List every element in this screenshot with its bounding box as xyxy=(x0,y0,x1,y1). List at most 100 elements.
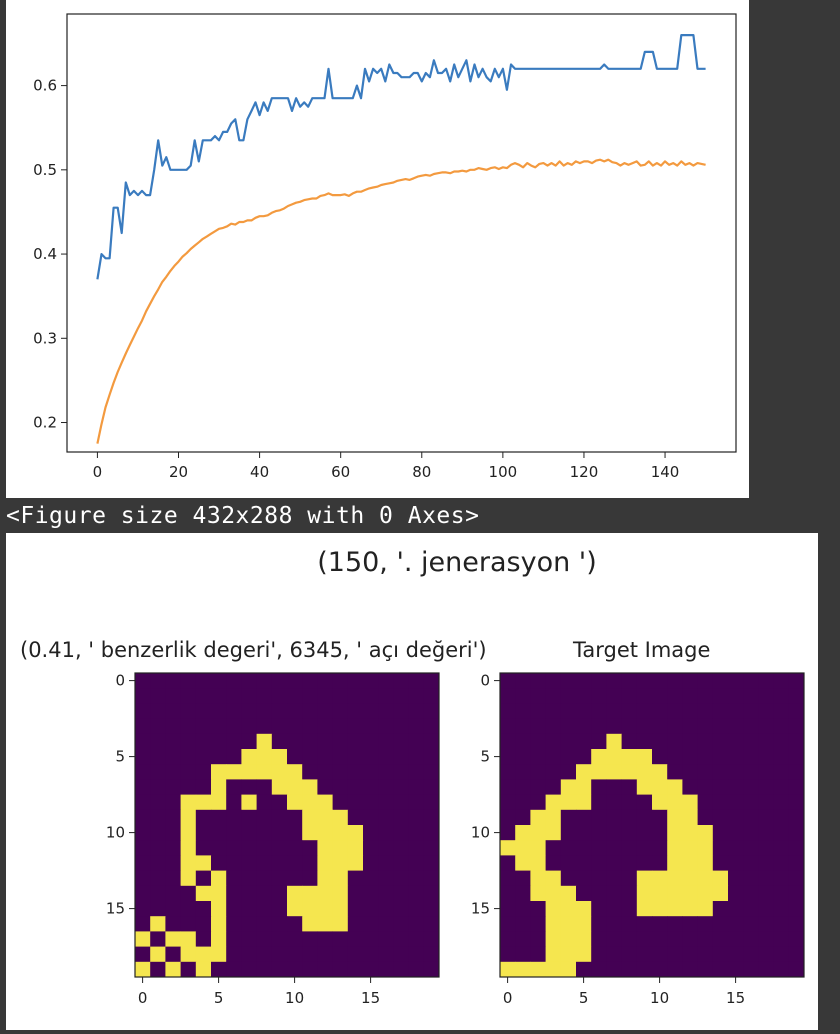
pixel-cell xyxy=(180,961,197,978)
pixel-cell xyxy=(636,825,653,841)
pixel-cell xyxy=(408,794,425,811)
pixel-cell xyxy=(165,825,181,841)
pixel-cell xyxy=(180,809,197,826)
y-tick-label: 5 xyxy=(115,748,125,766)
pixel-cell xyxy=(636,870,653,887)
pixel-cell xyxy=(591,749,607,765)
pixel-cell xyxy=(347,931,364,947)
pixel-cell xyxy=(150,673,166,689)
pixel-cell xyxy=(135,840,151,856)
pixel-cell xyxy=(378,870,394,887)
pixel-cell xyxy=(530,946,546,963)
pixel-cell xyxy=(591,946,607,963)
pixel-cell xyxy=(530,825,546,841)
pixel-cell xyxy=(180,840,197,856)
pixel-cell xyxy=(697,840,714,856)
pixel-cell xyxy=(256,764,273,780)
pixel-cell xyxy=(347,855,364,871)
x-tick-label: 40 xyxy=(250,463,269,481)
pixel-cell xyxy=(271,688,288,704)
pixel-cell xyxy=(423,885,440,902)
target-image-title: Target Image xyxy=(572,638,710,662)
pixel-cell xyxy=(530,885,546,902)
pixel-cell xyxy=(682,961,698,978)
pixel-cell xyxy=(271,916,288,932)
pixel-cell xyxy=(758,946,774,963)
pixel-cell xyxy=(560,703,577,719)
pixel-cell xyxy=(545,673,562,689)
pixel-cell xyxy=(530,673,546,689)
pixel-cell xyxy=(302,931,318,947)
pixel-cell xyxy=(500,870,516,887)
pixel-cell xyxy=(743,931,759,947)
pixel-cell xyxy=(408,673,425,689)
pixel-cell xyxy=(378,840,394,856)
pixel-cell xyxy=(332,673,349,689)
pixel-cell xyxy=(363,885,379,902)
pixel-cell xyxy=(211,946,227,963)
pixel-cell xyxy=(256,809,273,826)
pixel-cell xyxy=(271,718,288,735)
pixel-cell xyxy=(241,885,257,902)
pixel-cell xyxy=(180,931,197,947)
pixel-cell xyxy=(317,916,333,932)
pixel-cell xyxy=(393,764,409,780)
pixel-cell xyxy=(743,946,759,963)
pixel-cell xyxy=(712,703,729,719)
pixel-cell xyxy=(758,764,774,780)
pixel-cell xyxy=(241,764,257,780)
target-image-frame xyxy=(499,672,805,978)
pixel-cell xyxy=(773,733,790,750)
pixel-cell xyxy=(636,673,653,689)
pixel-cell xyxy=(758,718,774,735)
pixel-cell xyxy=(150,840,166,856)
pixel-cell xyxy=(515,825,531,841)
pixel-cell xyxy=(788,885,805,902)
pixel-cell xyxy=(287,733,303,750)
pixel-cell xyxy=(347,779,364,795)
pixel-cell xyxy=(606,779,622,795)
pixel-cell xyxy=(332,840,349,856)
pixel-cell xyxy=(545,749,562,765)
pixel-cell xyxy=(241,688,257,704)
pixel-cell xyxy=(302,718,318,735)
pixel-cell xyxy=(256,673,273,689)
pixel-cell xyxy=(606,703,622,719)
pixel-cell xyxy=(226,825,242,841)
pixel-cell xyxy=(606,855,622,871)
pixel-cell xyxy=(788,733,805,750)
series-line-1 xyxy=(96,34,706,280)
pixel-cell xyxy=(226,764,242,780)
pixel-cell xyxy=(697,916,714,932)
pixel-cell xyxy=(256,946,273,963)
pixel-cell xyxy=(423,931,440,947)
pixel-cell xyxy=(256,703,273,719)
pixel-cell xyxy=(743,794,759,811)
pixel-cell xyxy=(606,749,622,765)
pixel-cell xyxy=(545,855,562,871)
pixel-cell xyxy=(150,855,166,871)
pixel-cell xyxy=(530,794,546,811)
pixel-cell xyxy=(652,703,668,719)
pixel-cell xyxy=(773,809,790,826)
pixel-cell xyxy=(667,688,683,704)
pixel-cell xyxy=(241,961,257,978)
pixel-cell xyxy=(606,825,622,841)
pixel-cell xyxy=(697,718,714,735)
pixel-cell xyxy=(621,809,638,826)
pixel-cell xyxy=(652,733,668,750)
pixel-cell xyxy=(500,825,516,841)
pixel-cell xyxy=(150,961,166,978)
pixel-cell xyxy=(135,961,151,978)
pixel-cell xyxy=(652,673,668,689)
x-tick-label: 60 xyxy=(331,463,350,481)
pixel-cell xyxy=(211,825,227,841)
pixel-cell xyxy=(743,703,759,719)
pixel-cell xyxy=(150,931,166,947)
pixel-cell xyxy=(347,916,364,932)
pixel-cell xyxy=(530,840,546,856)
pixel-cell xyxy=(165,855,181,871)
pixel-cell xyxy=(271,703,288,719)
pixel-cell xyxy=(150,718,166,735)
pixel-cell xyxy=(712,718,729,735)
